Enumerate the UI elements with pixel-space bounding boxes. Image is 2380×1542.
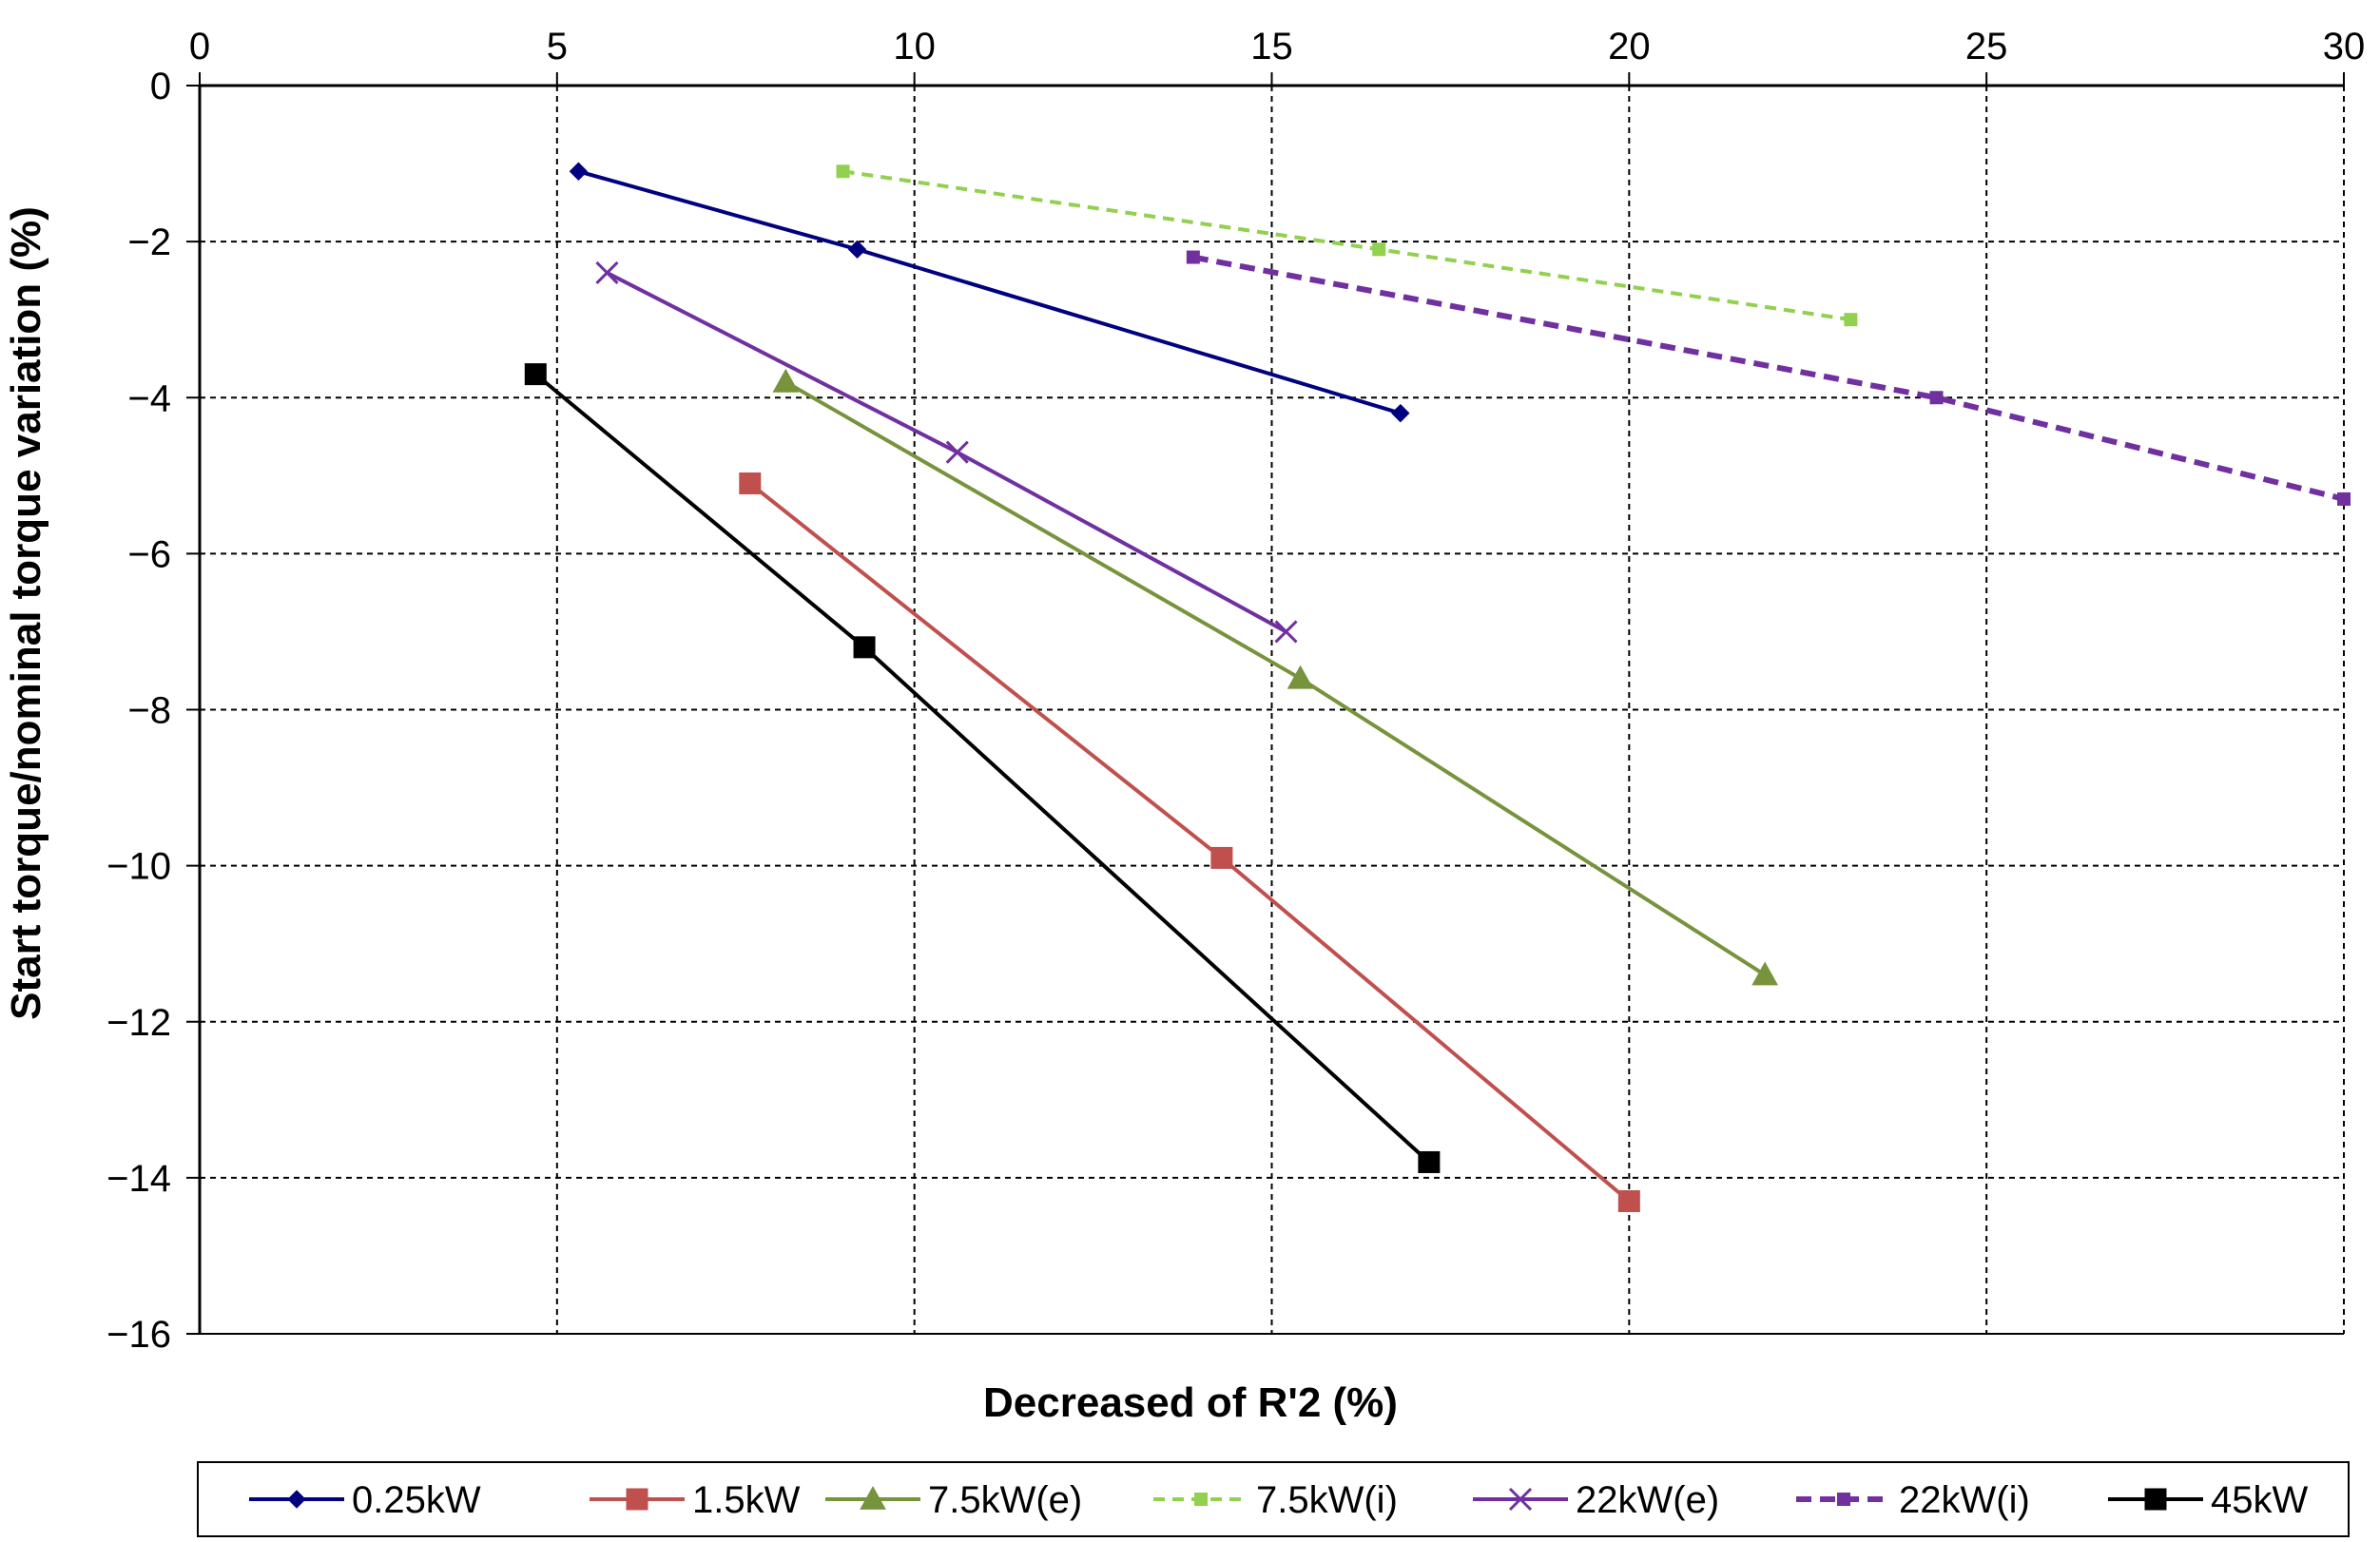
square-marker [1418,1150,1441,1173]
x-marker [595,260,619,285]
x-tick-label: 30 [2323,26,2366,67]
small-square-marker [836,164,850,179]
x-marker [1274,620,1298,644]
diamond-marker [1391,403,1410,423]
legend-item-22kw-i: 22kW(i) [1796,1479,2030,1521]
x-tick-label: 15 [1250,26,1293,67]
y-tick-label: −4 [127,377,171,419]
y-tick-label: −2 [127,222,171,263]
diamond-marker [287,1490,306,1509]
y-axis-title: Start torque/nominal torque variation (%… [3,206,49,1020]
y-tick-label: −8 [127,690,171,732]
square-marker [853,636,876,659]
x-marker [1508,1487,1533,1512]
legend-label: 22kW(e) [1576,1479,1719,1521]
series-group [524,162,2351,1212]
series-7-5kw-i [836,164,1858,327]
series-22kw-i [1186,250,2351,506]
series-1-5kw [739,472,1640,1212]
triangle-marker [1751,961,1778,986]
small-square-marker [1186,250,1200,264]
legend-item-1-5kw: 1.5kW [590,1479,801,1521]
diamond-marker [569,162,589,181]
small-square-marker [2337,492,2351,506]
legend-label: 22kW(i) [1899,1479,2030,1521]
square-marker [524,363,547,386]
x-marker-stroke [1508,1487,1533,1512]
legend-box [197,1461,2350,1537]
x-tick-label: 10 [893,26,936,67]
legend: 0.25kW 1.5kW 7.5kW(e) 7.5kW(i) 22kW(e) 22kW(i… [197,1461,2350,1537]
small-square-marker [1194,1493,1208,1506]
legend-item-7-5kw-i: 7.5kW(i) [1153,1479,1398,1521]
legend-label: 45kW [2211,1479,2308,1521]
triangle-marker [860,1485,886,1510]
x-tick-label: 20 [1608,26,1651,67]
x-marker [945,440,969,464]
x-marker-stroke [595,260,619,285]
y-tick-label: 0 [150,66,171,107]
triangle-marker [772,368,800,393]
x-axis-title: Decreased of R'2 (%) [983,1379,1398,1426]
square-marker [1617,1189,1640,1212]
x-tick-label: 0 [189,26,210,67]
y-tick-label: −14 [106,1158,171,1200]
small-square-marker [1844,313,1858,327]
small-square-marker [1837,1493,1850,1506]
legend-item-45kw: 45kW [2108,1479,2308,1521]
square-marker [1210,846,1233,869]
y-tick-label: −6 [127,533,171,575]
square-marker [2144,1488,2167,1511]
legend-label: 7.5kW(i) [1256,1479,1398,1521]
series-7-5kw-e [772,368,1778,986]
legend-item-7-5kw-e: 7.5kW(e) [825,1479,1082,1521]
y-tick-label: −10 [106,846,171,888]
series-line [1192,254,2345,502]
y-tick-label: −12 [106,1002,171,1044]
series-22kw-e [595,260,1298,644]
legend-label: 7.5kW(e) [928,1479,1082,1521]
legend-item-22kw-e: 22kW(e) [1473,1479,1719,1521]
legend-label: 1.5kW [692,1479,801,1521]
diamond-marker [847,240,867,260]
square-marker [626,1488,648,1511]
series-0-25kw [569,162,1410,423]
gridlines [200,86,2344,1334]
x-tick-label: 25 [1965,26,2008,67]
x-marker-stroke [1274,620,1298,644]
x-axis: 0 5 10 15 20 25 30 [189,26,2365,86]
square-marker [739,472,762,495]
triangle-marker [1287,665,1314,689]
legend-label: 0.25kW [352,1479,481,1521]
x-marker-stroke [945,440,969,464]
series-45kw [524,363,1441,1173]
y-tick-label: −16 [106,1314,171,1356]
small-square-marker [1929,391,1944,405]
x-tick-label: 5 [547,26,568,67]
y-axis: 0 −2 −4 −6 −8 −10 −12 −14 −16 [106,66,200,1356]
small-square-marker [1372,242,1386,257]
legend-item-0-25kw: 0.25kW [249,1479,481,1521]
